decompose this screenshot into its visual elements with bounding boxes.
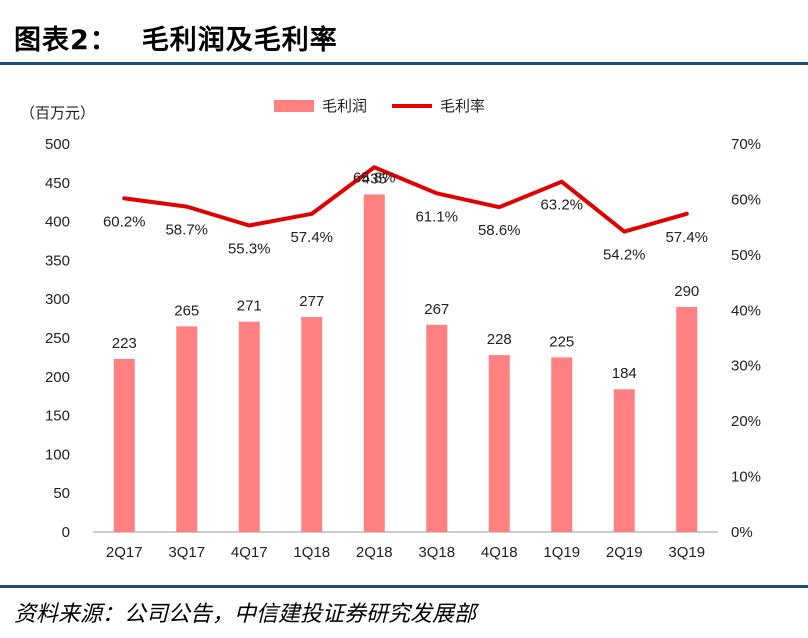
line-point-label: 58.6% [478,222,521,239]
x-axis-tick-label: 1Q18 [293,544,330,561]
left-axis-tick-label: 200 [45,369,70,386]
figure-title-text: 毛利润及毛利率 [141,25,338,56]
bar-value-label: 271 [237,298,262,315]
left-axis-tick-label: 150 [45,408,70,425]
line-point-label: 57.4% [665,229,708,246]
right-axis-tick-label: 60% [731,191,761,208]
left-axis-tick-label: 100 [45,446,70,463]
x-axis-tick-label: 3Q19 [668,544,705,561]
figure-header: 图表2： 毛利润及毛利率 [0,0,808,66]
bar-2Q19 [613,389,635,532]
legend-label-bar: 毛利润 [322,98,367,115]
bar-value-label: 228 [487,331,512,348]
line-point-label: 65.8% [353,169,396,186]
header-divider [0,62,808,65]
bar-1Q19 [551,357,573,532]
figure-number: 图表2： [14,25,118,56]
bar-value-label: 277 [299,293,324,310]
left-axis-tick-label: 0 [62,524,70,541]
legend-swatch-bar [274,100,314,112]
left-axis-tick-label: 350 [45,252,70,269]
figure-source: 资料来源：公司公告，中信建投证券研究发展部 [14,602,477,627]
bar-value-label: 435 [362,170,387,187]
x-axis-tick-label: 2Q17 [106,544,143,561]
line-point-label: 58.7% [165,222,208,239]
chart-area: 0 50 100 150 200 250 300 350 400 450 500 0% 10% 20% 30… [0,66,808,586]
legend-label-line: 毛利率 [440,98,485,115]
left-axis-unit-label: （百万元） [20,105,95,122]
bar-value-label: 290 [674,283,699,300]
left-axis-tick-label: 50 [53,485,70,502]
bar-3Q19 [676,306,698,532]
left-axis-tick-label: 450 [45,175,70,192]
x-axis-tick-label: 3Q18 [418,544,455,561]
right-axis-tick-label: 20% [731,413,761,430]
bar-3Q17 [176,326,198,532]
bar-value-label: 223 [112,335,137,352]
line-point-label: 60.2% [103,213,146,230]
left-axis-tick-label: 400 [45,214,70,231]
bar-value-label: 184 [612,365,637,382]
right-axis-tick-label: 70% [731,136,761,153]
x-axis-tick-label: 1Q19 [543,544,580,561]
bar-1Q18 [301,317,323,532]
line-point-label: 61.1% [415,208,458,225]
line-point-label: 54.2% [603,247,646,264]
x-axis-tick-label: 4Q17 [231,544,268,561]
left-axis-tick-label: 300 [45,291,70,308]
right-axis-tick-label: 50% [731,247,761,264]
bar-3Q18 [426,324,448,532]
left-axis-tick-label: 250 [45,330,70,347]
bar-value-label: 225 [549,333,574,350]
bar-value-label: 267 [424,301,449,318]
line-point-label: 55.3% [228,240,271,257]
line-point-label: 57.4% [290,229,333,246]
line-point-label: 63.2% [540,197,583,214]
x-axis-tick-label: 2Q19 [606,544,643,561]
right-axis-tick-label: 40% [731,302,761,319]
combo-chart: 0 50 100 150 200 250 300 350 400 450 500 0% 10% 20% 30… [20,98,761,561]
bar-2Q17 [113,358,135,532]
footer-divider [0,585,808,588]
x-axis-tick-label: 2Q18 [356,544,393,561]
right-axis-tick-label: 10% [731,469,761,486]
x-axis-tick-label: 3Q17 [168,544,205,561]
bar-2Q18 [363,194,385,532]
x-axis-tick-label: 4Q18 [481,544,518,561]
right-axis-tick-label: 0% [731,524,753,541]
bar-4Q18 [488,355,510,532]
bar-value-label: 265 [174,302,199,319]
bar-4Q17 [238,321,260,532]
right-axis-tick-label: 30% [731,358,761,375]
margin-line-series [122,165,689,234]
figure-title: 图表2： 毛利润及毛利率 [14,18,338,57]
left-axis-tick-label: 500 [45,136,70,153]
